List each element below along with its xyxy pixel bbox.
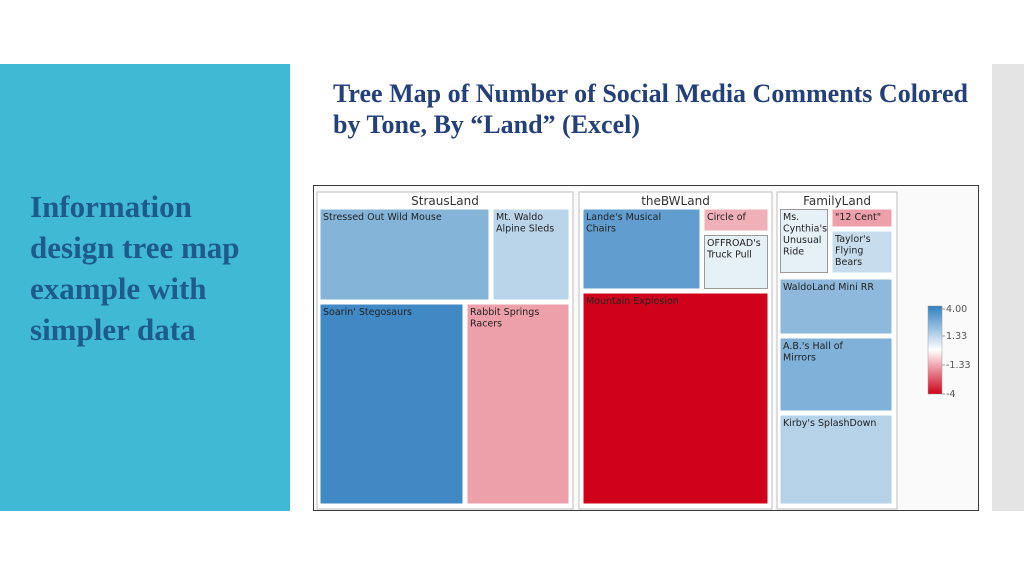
treemap-tile [831, 230, 893, 274]
tile-label: WaldoLand Mini RR [783, 282, 874, 293]
treemap-tile [779, 414, 893, 505]
treemap-tile [582, 292, 769, 505]
color-scale-label: 4.00 [946, 304, 967, 315]
color-scale-label: 1.33 [946, 331, 967, 342]
scroll-bar[interactable] [992, 64, 1024, 511]
treemap-tile [779, 337, 893, 412]
treemap-tile [779, 278, 893, 335]
tile-label: OFFROAD's Truck Pull [706, 238, 761, 261]
treemap-chart: StrausLand Stressed Out Wild Mouse Mt. Wal… [313, 185, 979, 511]
tile-label: "12 Cent" [835, 212, 881, 223]
tile-label: Mountain Explosion [586, 296, 679, 307]
side-title: Information design tree map example with… [30, 189, 240, 347]
treemap-tile [582, 208, 701, 290]
color-scale-bar [927, 305, 943, 395]
accent-panel [0, 64, 290, 511]
treemap-tile [319, 303, 464, 505]
tile-label: Ms. Cynthia's Unusual Ride [783, 212, 827, 258]
treemap-tile [831, 208, 893, 228]
tile-label: Soarin' Stegosaurs [323, 307, 412, 318]
tile-border [780, 209, 828, 273]
treemap-tile [319, 208, 490, 301]
tile-label: Lande's Musical Chairs [586, 212, 661, 235]
treemap-tile [703, 208, 769, 232]
slide-title: Tree Map of Number of Social Media Comme… [333, 79, 968, 139]
tile-label: A.B.'s Hall of Mirrors [783, 341, 844, 364]
treemap-tile [492, 208, 570, 301]
tile-label: Kirby's SplashDown [783, 418, 876, 429]
group-label: FamilyLand [803, 194, 871, 208]
color-scale-label: -4 [946, 389, 955, 400]
group-label: theBWLand [641, 194, 710, 208]
group-label: StrausLand [411, 194, 479, 208]
color-scale-label: -1.33 [946, 360, 971, 371]
tile-border [704, 235, 768, 289]
treemap-svg: StrausLand Stressed Out Wild Mouse Mt. Wal… [316, 191, 971, 510]
tile-label: Mt. Waldo Alpine Sleds [496, 212, 554, 235]
tile-label: Taylor's Flying Bears [834, 234, 871, 268]
tile-label: Circle of [707, 212, 747, 223]
tile-label: Stressed Out Wild Mouse [323, 212, 442, 223]
treemap-tile [466, 303, 570, 505]
tile-label: Rabbit Springs Racers [470, 307, 539, 330]
